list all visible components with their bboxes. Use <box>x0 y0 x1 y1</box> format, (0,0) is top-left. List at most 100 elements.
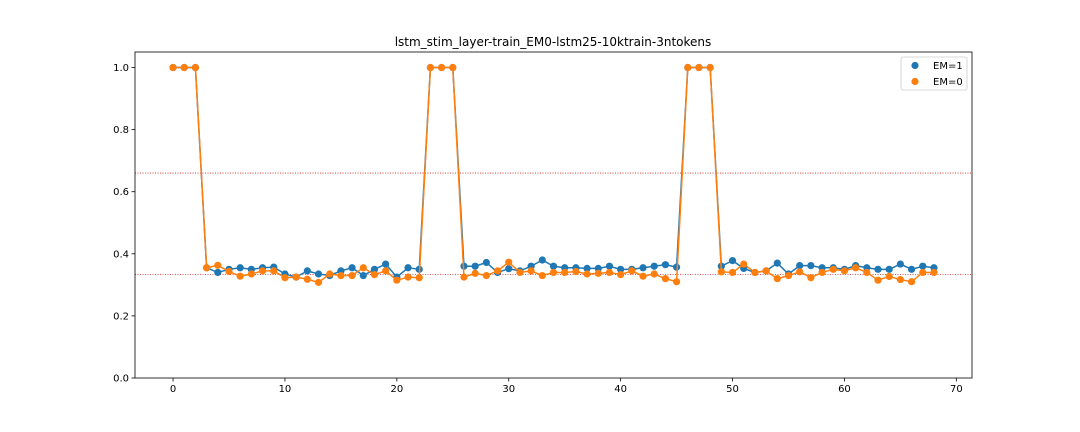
data-point <box>225 267 233 276</box>
data-point <box>538 256 546 264</box>
data-point <box>449 63 457 72</box>
data-point <box>236 264 244 272</box>
legend-label: EM=0 <box>933 77 963 88</box>
data-point <box>594 269 602 277</box>
data-point <box>773 275 781 283</box>
axes-frame <box>134 51 973 379</box>
x-tick-label: 70 <box>950 384 963 395</box>
data-point <box>471 269 479 277</box>
data-point <box>382 260 390 268</box>
data-point <box>840 267 849 275</box>
data-point <box>740 260 748 268</box>
y-tick-label: 0.6 <box>113 187 129 198</box>
data-point <box>639 264 647 272</box>
legend-marker <box>911 77 919 86</box>
data-point <box>762 267 770 275</box>
data-point <box>896 275 904 284</box>
data-point <box>784 271 793 280</box>
data-point <box>583 264 591 273</box>
x-tick-label: 50 <box>726 384 739 395</box>
data-point <box>471 262 479 270</box>
data-point <box>404 273 412 281</box>
data-point <box>796 262 804 270</box>
data-point <box>270 267 278 275</box>
data-point <box>348 264 356 272</box>
data-point <box>214 268 222 277</box>
legend: EM=1 EM=0 <box>900 56 968 91</box>
data-point <box>203 264 211 272</box>
x-tick-label: 0 <box>170 384 176 395</box>
data-point <box>818 268 826 277</box>
data-point <box>281 274 289 282</box>
data-point <box>236 272 244 280</box>
data-point <box>930 268 938 277</box>
data-point <box>258 267 267 275</box>
data-point <box>180 63 188 72</box>
legend-marker <box>911 61 919 70</box>
data-point <box>728 257 737 265</box>
data-point <box>438 63 446 72</box>
data-point <box>807 274 815 282</box>
data-point <box>482 258 490 267</box>
data-point <box>516 268 524 277</box>
y-tick-label: 1.0 <box>113 63 129 74</box>
data-point <box>549 262 558 270</box>
data-point <box>684 63 692 72</box>
data-point <box>751 268 759 277</box>
y-tick-label: 0.2 <box>113 311 129 322</box>
data-point <box>919 262 927 270</box>
data-point <box>561 268 569 277</box>
data-point <box>303 267 311 275</box>
data-point <box>583 270 591 278</box>
data-point <box>191 63 200 72</box>
data-point <box>907 278 916 286</box>
data-point <box>907 265 916 273</box>
data-point <box>572 267 580 276</box>
data-point <box>314 270 323 278</box>
data-point <box>617 271 625 279</box>
data-point <box>169 63 177 72</box>
data-point <box>370 271 379 279</box>
data-point <box>863 268 871 277</box>
data-point <box>661 275 669 283</box>
data-point <box>605 268 614 277</box>
data-point <box>639 272 647 280</box>
data-point <box>549 268 558 277</box>
data-point <box>359 264 367 272</box>
y-tick-label: 0.8 <box>113 125 129 136</box>
legend-label: EM=1 <box>933 61 963 72</box>
data-point <box>650 262 658 270</box>
data-point <box>370 265 379 273</box>
data-point <box>426 63 435 72</box>
data-point <box>829 265 837 273</box>
y-tick-label: 0.0 <box>113 374 129 385</box>
x-tick-label: 10 <box>279 384 292 395</box>
data-point <box>628 267 636 275</box>
data-point <box>382 267 390 275</box>
data-point <box>919 268 927 277</box>
data-point <box>326 270 334 278</box>
data-point <box>247 270 255 278</box>
data-point <box>527 267 535 275</box>
data-point <box>717 268 725 276</box>
data-point <box>896 260 904 268</box>
data-point <box>885 265 893 273</box>
data-point <box>852 264 860 272</box>
data-point <box>728 268 737 277</box>
y-tick-label: 0.4 <box>113 249 129 260</box>
data-point <box>706 63 714 72</box>
data-point <box>661 261 669 269</box>
data-point <box>505 258 513 266</box>
data-point <box>695 63 703 72</box>
data-point <box>404 264 412 272</box>
data-point <box>874 265 882 273</box>
x-tick-label: 30 <box>502 384 515 395</box>
x-tick-label: 60 <box>838 384 851 395</box>
data-point <box>617 265 625 273</box>
data-point <box>796 268 804 276</box>
data-point <box>594 264 602 273</box>
data-point <box>874 276 882 284</box>
data-point <box>292 273 300 281</box>
